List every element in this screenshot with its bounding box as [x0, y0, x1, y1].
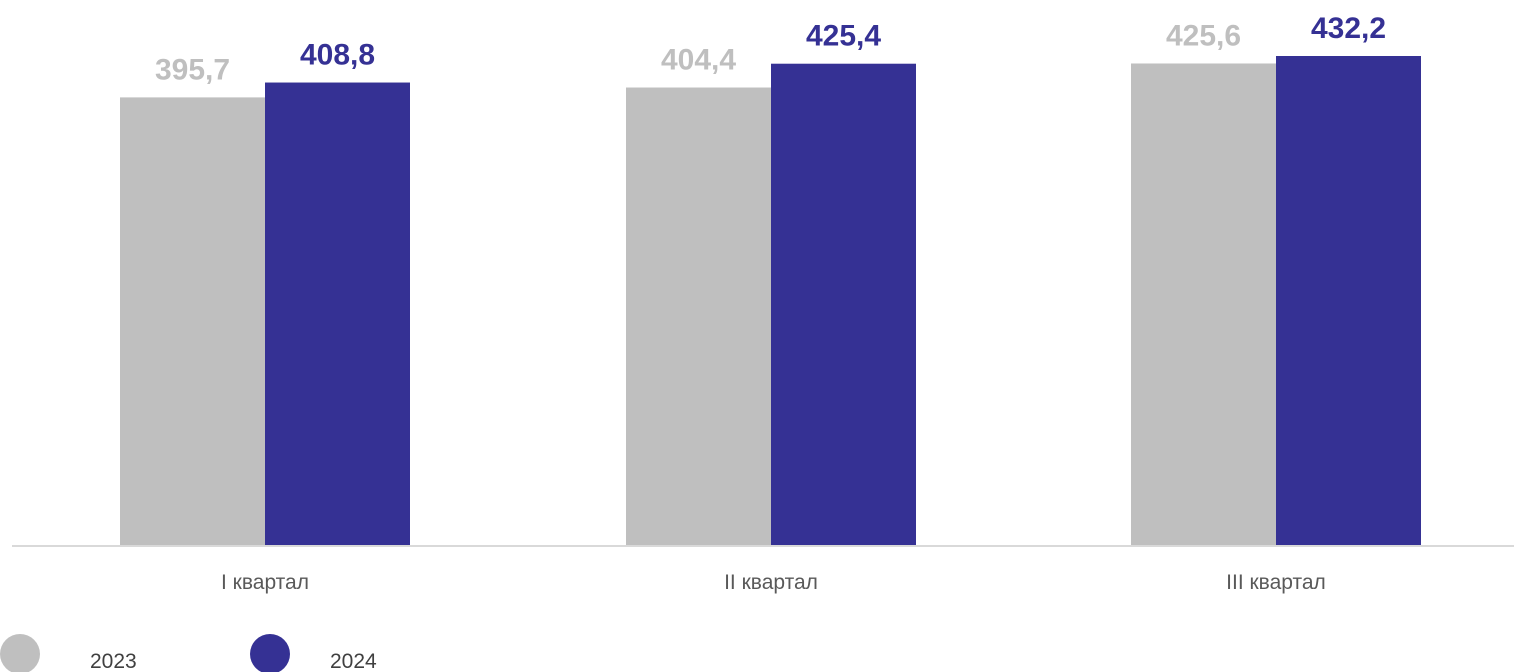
- value-label-2023-1: 395,7: [155, 53, 230, 86]
- legend-label-2023: 2023: [90, 650, 137, 672]
- value-label-2024-2: 425,4: [806, 20, 881, 53]
- value-label-2023-3: 425,6: [1166, 19, 1241, 52]
- category-label-2: II квартал: [724, 571, 818, 594]
- category-label-3: III квартал: [1226, 571, 1326, 594]
- value-label-2023-2: 404,4: [661, 44, 736, 77]
- value-label-2024-3: 432,2: [1311, 12, 1386, 45]
- legend-label-2024: 2024: [330, 650, 377, 672]
- category-label-1: I квартал: [221, 571, 309, 594]
- bar-2023-2: [626, 87, 771, 546]
- bar-2023-1: [120, 97, 265, 547]
- value-labels-layer: 395,7 408,8 404,4 425,4 425,6 432,2: [155, 12, 1386, 86]
- legend-marker-2024: [250, 634, 290, 672]
- bar-2024-3: [1276, 56, 1421, 546]
- value-label-2024-1: 408,8: [300, 39, 375, 72]
- bars-layer: [120, 56, 1421, 547]
- legend-marker-2023: [0, 634, 40, 672]
- category-labels-layer: I квартал II квартал III квартал: [221, 571, 1326, 594]
- bar-2024-2: [771, 63, 916, 547]
- bar-2023-3: [1131, 63, 1276, 547]
- legend: 2023 2024: [0, 634, 377, 672]
- bar-2024-1: [265, 82, 410, 546]
